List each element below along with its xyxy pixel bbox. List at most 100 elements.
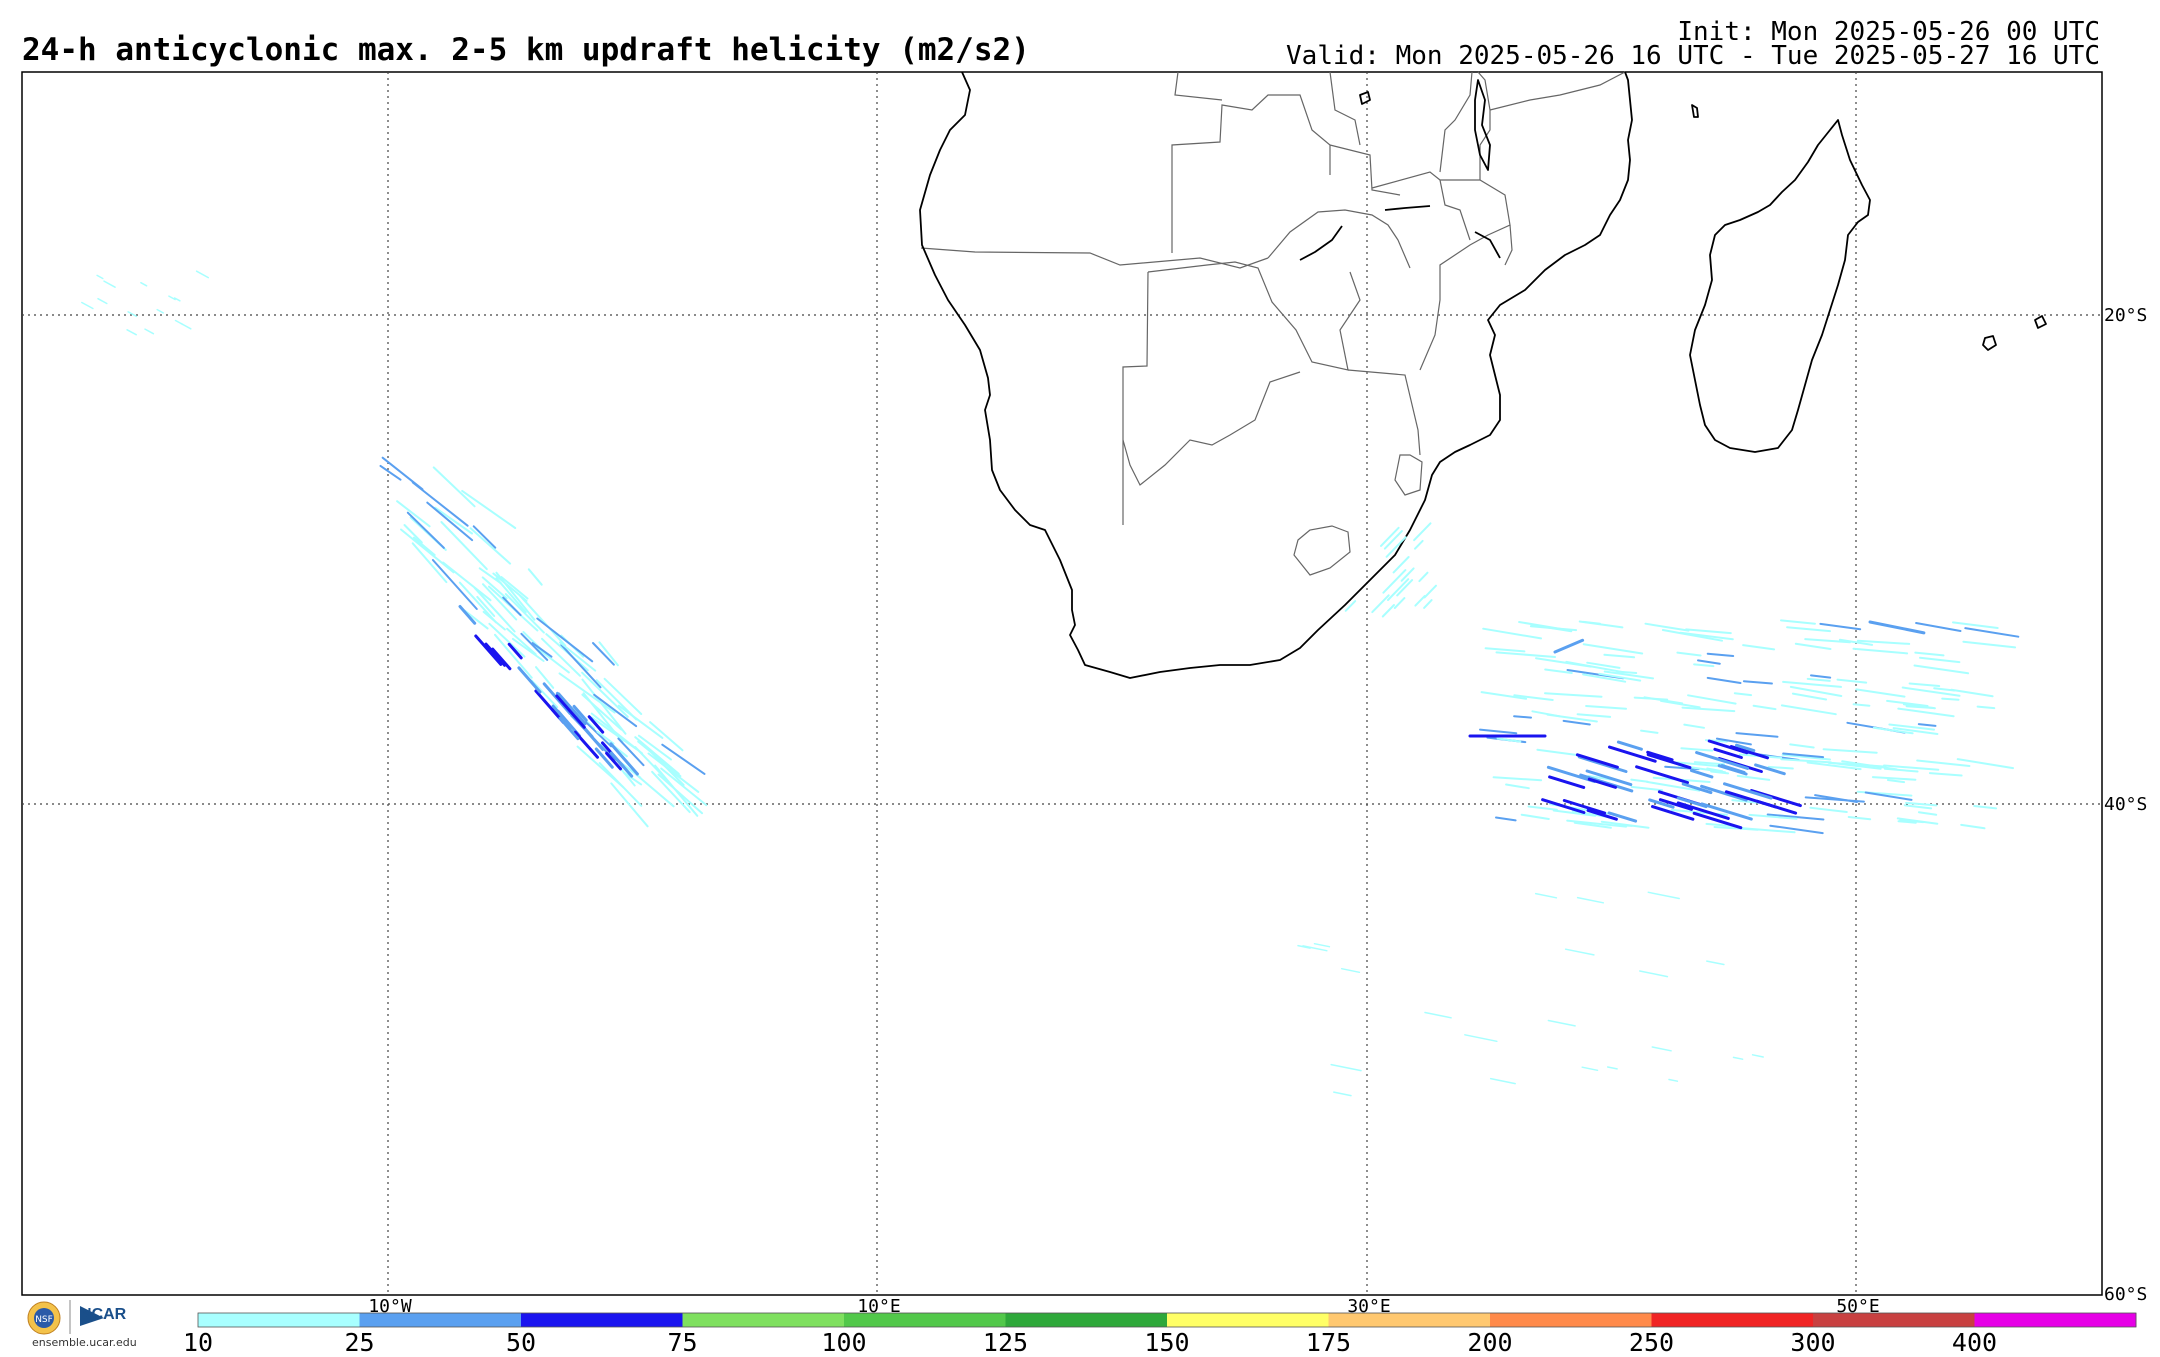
helicity-streak — [1697, 659, 1721, 665]
colorbar-tick-label: 75 — [667, 1328, 698, 1357]
helicity-streak — [518, 594, 567, 647]
helicity-streak — [481, 576, 508, 600]
helicity-streak — [532, 644, 570, 674]
helicity-streak — [1480, 691, 1528, 700]
helicity-streak — [1643, 696, 1684, 705]
helicity-streak — [1484, 647, 1526, 653]
helicity-streak — [1680, 747, 1714, 752]
helicity-streak — [1729, 745, 1769, 760]
helicity-streak — [1752, 704, 1777, 711]
helicity-streak — [1603, 653, 1636, 659]
helicity-streak — [1685, 628, 1732, 635]
helicity-streak — [1767, 765, 1794, 770]
helicity-streak — [1780, 619, 1816, 625]
helicity-streak — [1700, 802, 1753, 821]
helicity-streak — [396, 500, 431, 528]
helicity-streak — [97, 297, 108, 305]
helicity-streak — [617, 737, 645, 767]
helicity-streak — [637, 734, 672, 761]
helicity-streak — [1546, 765, 1596, 783]
colorbar-swatch — [1490, 1313, 1652, 1327]
helicity-streak — [1806, 677, 1831, 682]
helicity-streak — [605, 751, 622, 771]
helicity-streak — [1806, 761, 1862, 771]
lon-label-30e: 30°E — [1347, 1296, 1390, 1317]
helicity-streak — [1607, 811, 1638, 823]
helicity-streak — [1960, 823, 1986, 830]
helicity-streak — [144, 328, 155, 335]
helicity-streak — [1676, 761, 1721, 768]
helicity-streak — [1897, 820, 1917, 824]
helicity-streak — [1606, 1066, 1618, 1070]
colorbar-tick-label: 250 — [1628, 1328, 1675, 1357]
helicity-streak — [661, 743, 706, 775]
helicity-streak — [1905, 705, 1935, 709]
helicity-streak — [1794, 642, 1832, 650]
helicity-streak — [1577, 755, 1628, 773]
helicity-streak — [1413, 522, 1432, 542]
helicity-streak — [1371, 594, 1390, 614]
helicity-streak — [1340, 967, 1361, 974]
helicity-streak — [1547, 1019, 1576, 1027]
helicity-streak — [426, 501, 474, 542]
helicity-streak — [1392, 556, 1410, 574]
helicity-streak — [1916, 759, 1971, 767]
helicity-streak — [1566, 819, 1628, 828]
helicity-streak — [541, 637, 581, 677]
helicity-streak — [1585, 769, 1633, 787]
helicity-streak — [1489, 1077, 1516, 1085]
helicity-streak — [1706, 652, 1735, 657]
helicity-streak — [1495, 816, 1517, 822]
helicity-streak — [1901, 686, 1961, 697]
helicity-streak — [1695, 751, 1750, 770]
helicity-streak — [458, 581, 497, 624]
helicity-streak — [596, 730, 615, 745]
helicity-streak — [1742, 680, 1773, 685]
helicity-streak — [1603, 670, 1654, 680]
helicity-streak — [1396, 579, 1414, 597]
helicity-streak — [517, 666, 542, 694]
valid-time: Valid: Mon 2025-05-26 16 UTC - Tue 2025-… — [1286, 41, 2100, 71]
helicity-streak — [592, 642, 615, 666]
lon-label-10w: 10°W — [368, 1296, 412, 1317]
helicity-streak — [403, 524, 423, 544]
helicity-streak — [1914, 651, 1945, 657]
helicity-streak — [484, 642, 507, 667]
helicity-streak — [1544, 668, 1573, 674]
helicity-streak — [1962, 640, 2017, 649]
helicity-streak — [558, 672, 616, 714]
helicity-streak — [1732, 1056, 1744, 1060]
helicity-streak — [1385, 536, 1407, 558]
helicity-streak — [1804, 796, 1865, 803]
helicity-streak — [1838, 638, 1874, 646]
helicity-streak — [1387, 578, 1410, 601]
helicity-streak — [1847, 816, 1872, 821]
helicity-streak — [1664, 765, 1700, 771]
helicity-streak — [482, 583, 518, 621]
helicity-streak — [411, 542, 448, 584]
helicity-streak — [1864, 791, 1913, 801]
helicity-streak — [1976, 705, 1996, 710]
helicity-streak — [1903, 804, 1933, 810]
helicity-streak — [1780, 758, 1832, 764]
colorbar-tick-label: 25 — [344, 1328, 375, 1357]
helicity-streak — [431, 559, 478, 610]
ncar-logo-mark — [80, 1306, 104, 1326]
helicity-streak — [1905, 801, 1938, 807]
helicity-streak — [530, 679, 559, 709]
helicity-streak — [1639, 970, 1669, 978]
helicity-streak — [412, 536, 436, 556]
helicity-streak — [1582, 620, 1602, 625]
helicity-streak — [1852, 703, 1871, 707]
helicity-streak — [381, 456, 424, 491]
helicity-streak — [174, 319, 184, 326]
mauritius — [1982, 335, 1997, 351]
colorbar-swatch — [844, 1313, 1006, 1327]
helicity-streak — [1616, 670, 1638, 674]
colorbar-tick-label: 400 — [1951, 1328, 1998, 1357]
helicity-streak — [558, 716, 580, 741]
helicity-streak — [1740, 827, 1796, 834]
colorbar-tick-label: 10 — [182, 1328, 214, 1357]
helicity-streak — [1886, 779, 1906, 784]
helicity-streak — [1827, 761, 1882, 770]
